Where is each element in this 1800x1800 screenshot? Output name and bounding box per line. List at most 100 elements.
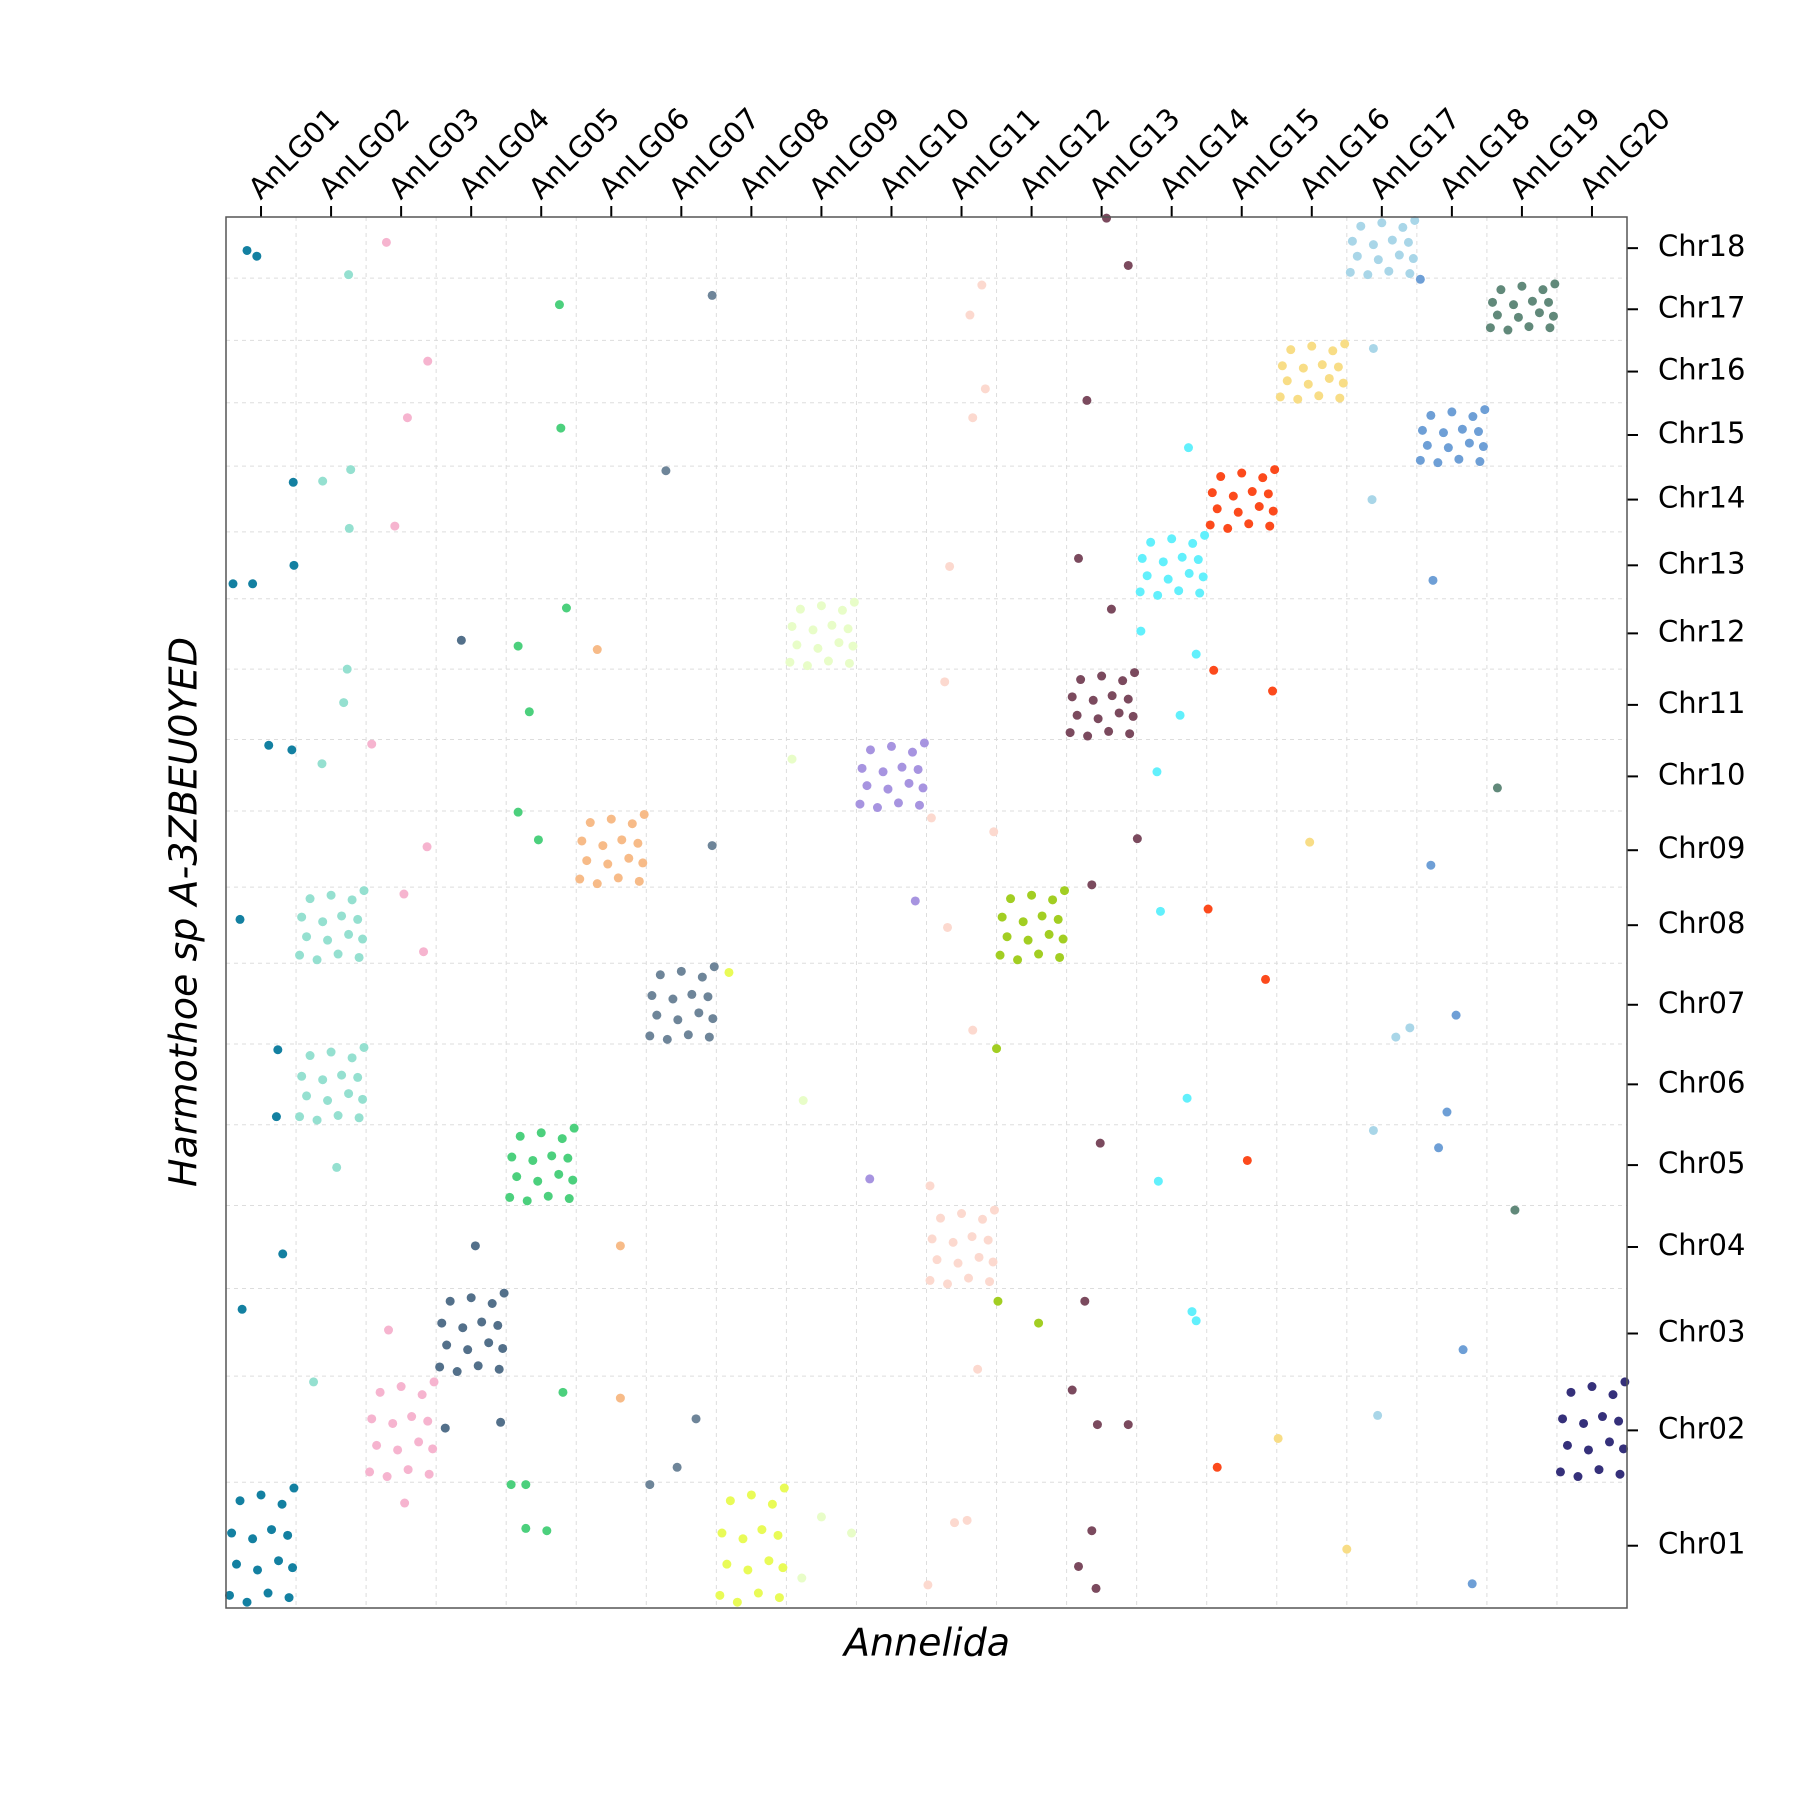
point [1187, 1307, 1197, 1317]
point [512, 1172, 522, 1182]
point [997, 912, 1007, 922]
point [1579, 1418, 1589, 1428]
point [1142, 571, 1152, 581]
point [773, 1530, 783, 1540]
point [333, 949, 343, 959]
point [440, 1423, 450, 1433]
point [968, 413, 978, 423]
point [1468, 412, 1478, 422]
y-tick-label: Chr15 [1658, 416, 1745, 450]
point [1059, 886, 1069, 896]
point [1282, 376, 1292, 386]
point [1305, 837, 1315, 847]
point [227, 1528, 237, 1538]
point [513, 807, 523, 817]
point [1097, 671, 1107, 681]
point [1620, 1377, 1630, 1387]
point [1405, 269, 1415, 279]
point [1044, 929, 1054, 939]
point [323, 1096, 333, 1106]
point [228, 579, 238, 589]
point [1555, 1467, 1565, 1477]
y-tick-label: Chr13 [1658, 546, 1745, 580]
point [295, 950, 305, 960]
point [1410, 215, 1420, 225]
point [1135, 587, 1145, 597]
point [326, 890, 336, 900]
point [1074, 553, 1084, 563]
point [717, 1528, 727, 1538]
point [950, 1518, 960, 1528]
point [857, 763, 867, 773]
point [847, 1528, 857, 1538]
point [787, 754, 797, 764]
point [1114, 708, 1124, 718]
point [655, 970, 665, 980]
point [993, 1296, 1003, 1306]
point [1191, 1316, 1201, 1326]
point [615, 1393, 625, 1403]
point [1216, 472, 1226, 482]
point [676, 966, 686, 976]
point [419, 947, 429, 957]
point [533, 835, 543, 845]
point [253, 1565, 263, 1575]
point [927, 1234, 937, 1244]
point [1146, 537, 1156, 547]
point [507, 1152, 517, 1162]
point [988, 1257, 998, 1267]
point [746, 1490, 756, 1500]
point [1209, 665, 1219, 675]
point [973, 1364, 983, 1374]
point [1475, 457, 1485, 467]
y-axis-label: Harmothoe sp A-3ZBEU0YED [162, 637, 206, 1187]
point [344, 1089, 354, 1099]
point [1270, 465, 1280, 475]
point [564, 1194, 574, 1204]
point [484, 1338, 494, 1348]
point [1104, 726, 1114, 736]
point [577, 836, 587, 846]
point [743, 1565, 753, 1575]
point [865, 1174, 875, 1184]
point [1188, 538, 1198, 548]
point [1377, 218, 1387, 228]
point [264, 740, 274, 750]
point [708, 1014, 718, 1024]
point [318, 476, 328, 486]
point [703, 992, 713, 1002]
point [288, 477, 298, 487]
point [1152, 767, 1162, 777]
point [1067, 1385, 1077, 1395]
point [1082, 395, 1092, 405]
point [1163, 574, 1173, 584]
point [1513, 312, 1523, 322]
point [424, 1469, 434, 1479]
point [1118, 676, 1128, 686]
point [235, 1496, 245, 1506]
point [554, 300, 564, 310]
point [1205, 520, 1215, 530]
point [1167, 534, 1177, 544]
point [1333, 362, 1343, 372]
point [1193, 555, 1203, 565]
point [1212, 1462, 1222, 1472]
point [1314, 391, 1324, 401]
point [402, 413, 412, 423]
point [691, 1414, 701, 1424]
point [1347, 236, 1357, 246]
point [506, 1480, 516, 1490]
point [757, 1525, 767, 1535]
point [1457, 424, 1467, 434]
point [505, 1192, 515, 1202]
point [400, 1498, 410, 1508]
point [1212, 504, 1222, 514]
point [284, 1593, 294, 1603]
point [1342, 1544, 1352, 1554]
point [1614, 1416, 1624, 1426]
point [683, 1030, 693, 1040]
point [932, 1255, 942, 1265]
point [1034, 1318, 1044, 1328]
point [1207, 488, 1217, 498]
